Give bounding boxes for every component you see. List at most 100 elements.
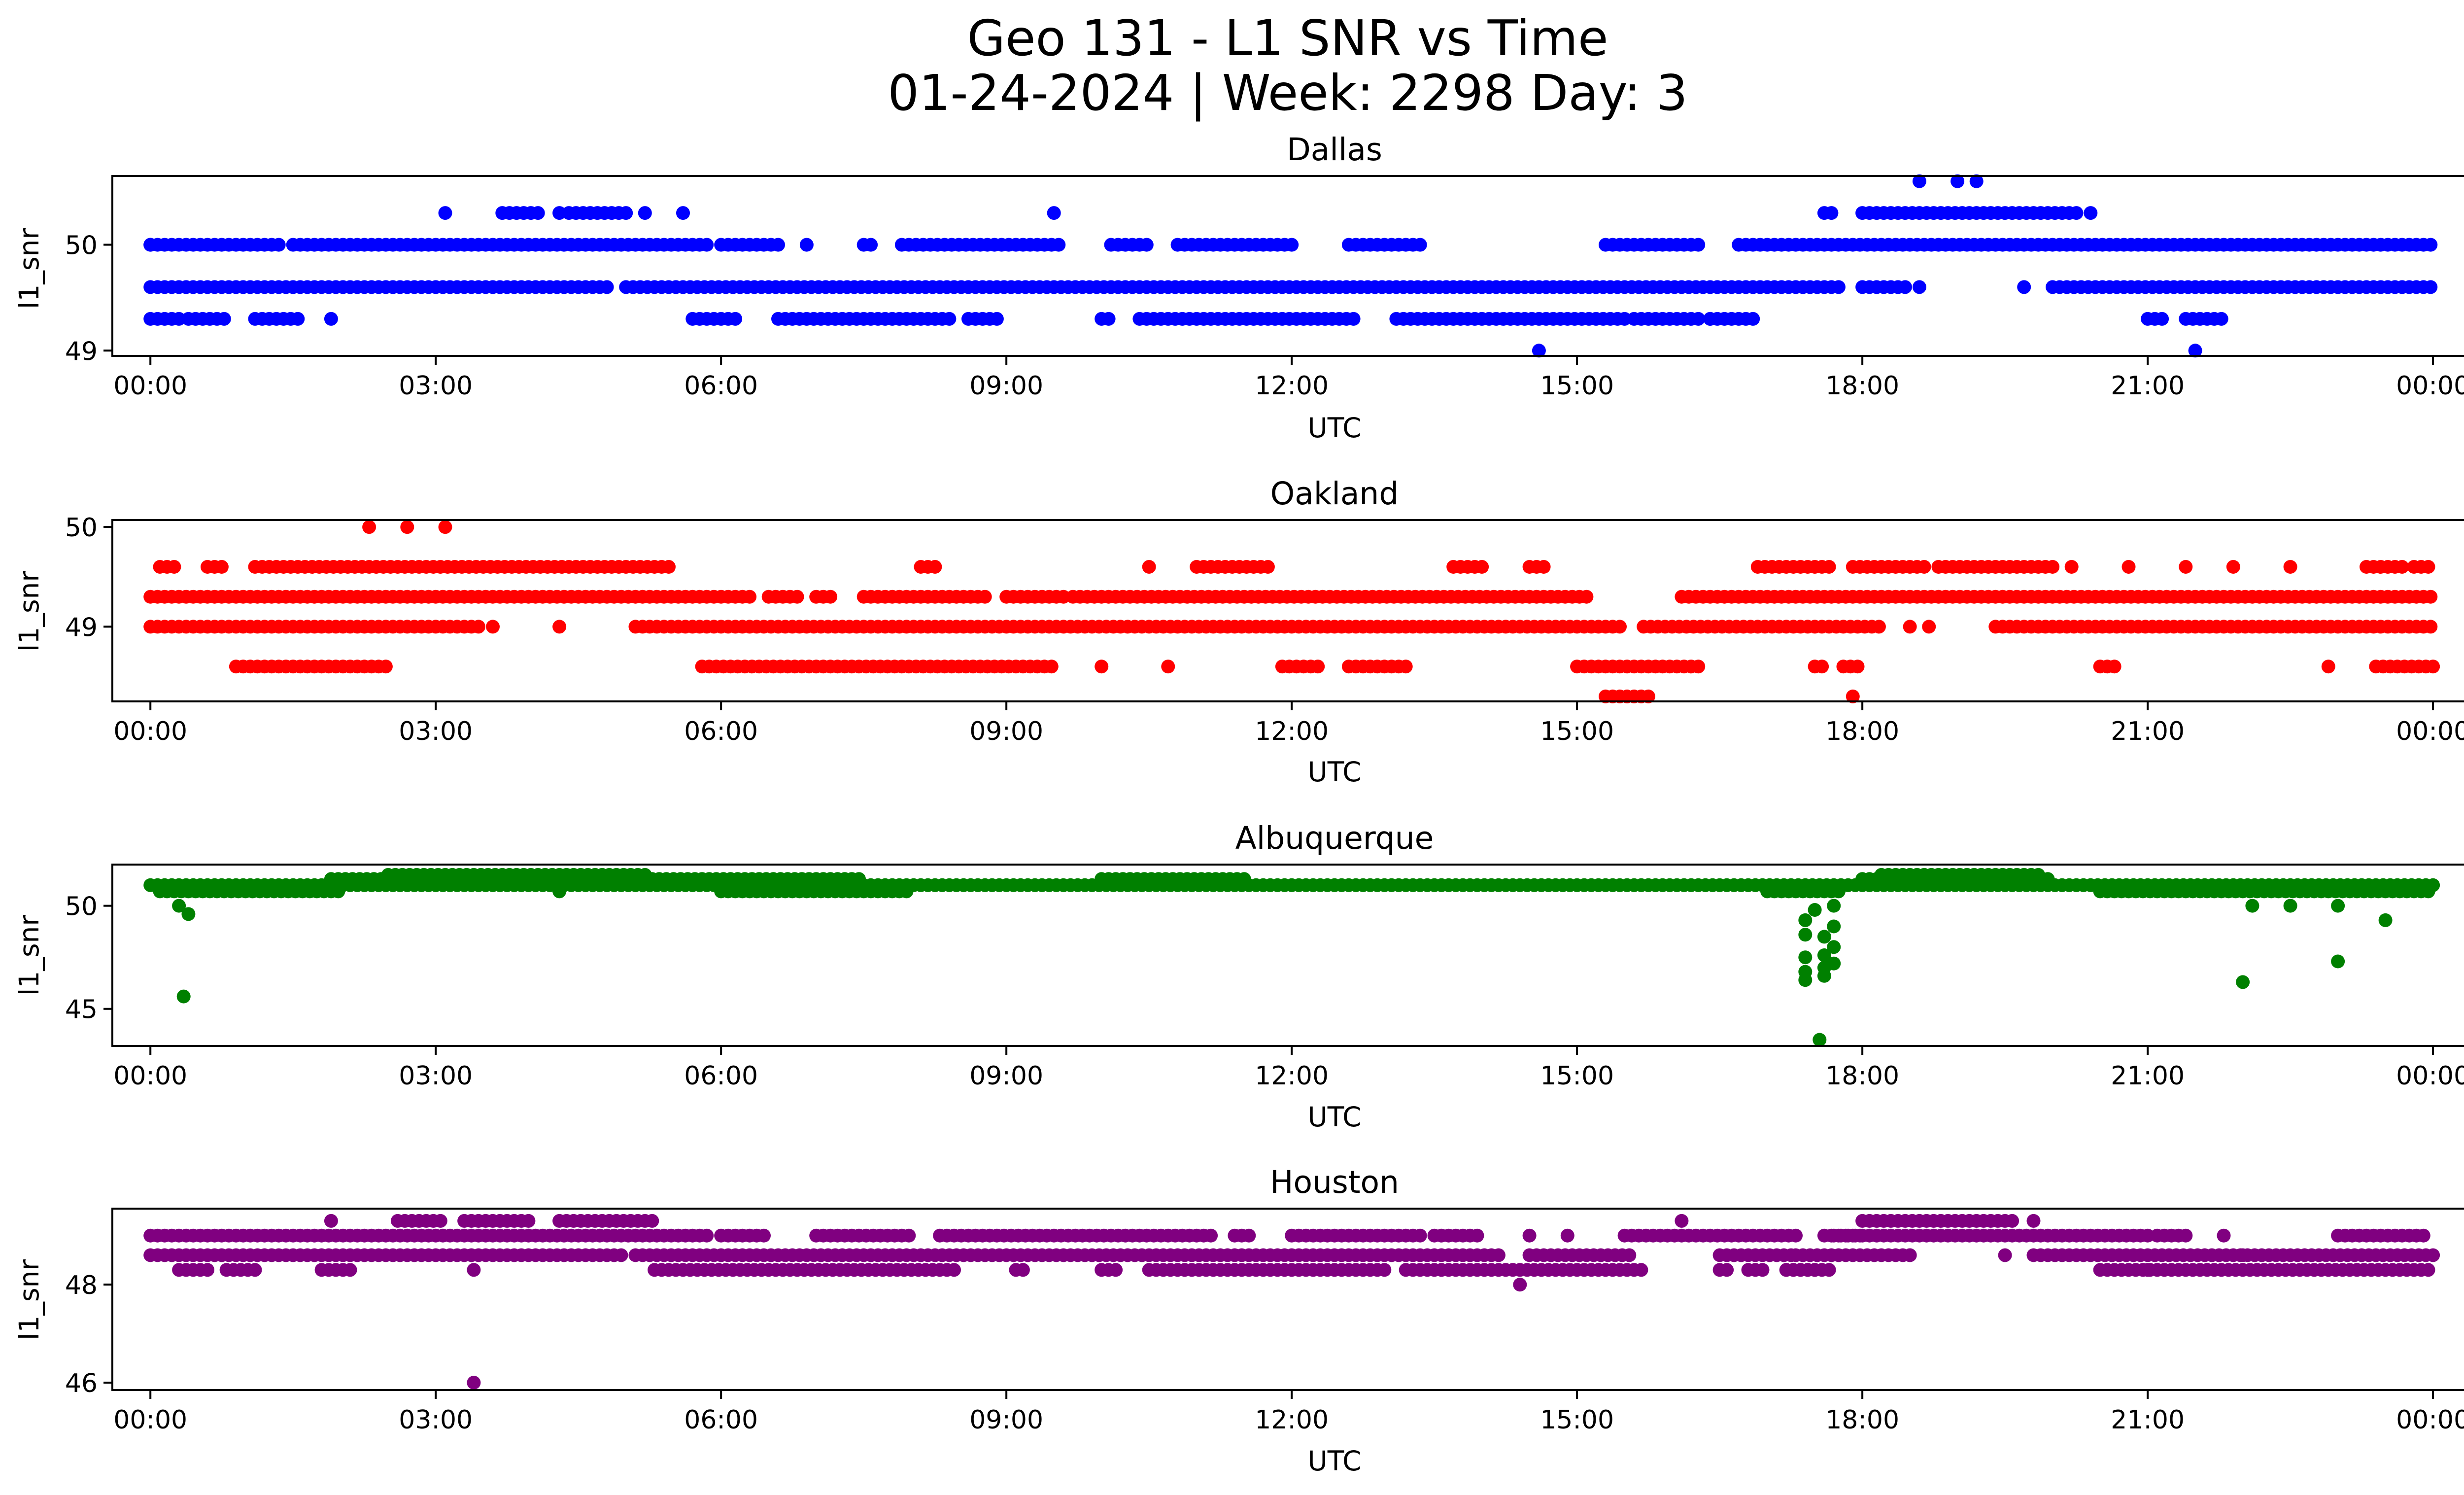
data-point <box>1311 660 1325 674</box>
data-point <box>1998 1248 2012 1262</box>
data-point <box>2426 878 2440 892</box>
data-point <box>1969 174 1984 188</box>
data-point <box>433 1214 447 1228</box>
panel-oakland: Oakland 00:00 03:00 06:00 09:00 12:00 15:00 18… <box>13 476 2464 788</box>
y-tick-label: 50 <box>65 231 98 261</box>
data-point <box>521 1214 536 1228</box>
data-point <box>1903 620 1917 634</box>
data-point <box>2188 344 2202 358</box>
data-point <box>2236 975 2250 989</box>
data-point <box>990 312 1004 326</box>
data-point <box>324 1214 338 1228</box>
data-point <box>1044 660 1059 674</box>
data-point <box>1641 689 1655 703</box>
data-point <box>1691 312 1706 326</box>
axes-albuquerque: 00:00 03:00 06:00 09:00 12:00 15:00 18:00 21:00… <box>65 892 2464 1091</box>
data-point <box>1139 238 1154 252</box>
x-tick-label: 00:00 <box>2396 371 2464 401</box>
data-point <box>176 989 191 1004</box>
x-tick-label: 00:00 <box>113 717 187 746</box>
data-point <box>1413 238 1427 252</box>
figure-title-line1: Geo 131 - L1 SNR vs Time <box>967 9 1608 67</box>
data-point <box>1470 1228 1484 1243</box>
axes-houston: 00:00 03:00 06:00 09:00 12:00 15:00 18:00 21:00… <box>65 1271 2464 1435</box>
y-tick-label: 46 <box>65 1369 98 1398</box>
data-point <box>1057 590 1070 604</box>
data-point <box>799 238 814 252</box>
data-point <box>771 238 785 252</box>
panel-title: Oakland <box>1270 476 1399 512</box>
x-tick-label: 00:00 <box>113 1061 187 1091</box>
data-point <box>438 520 452 534</box>
data-point <box>214 560 229 574</box>
data-point <box>1824 206 1839 220</box>
data-point <box>2084 206 2098 220</box>
data-point <box>2424 280 2438 294</box>
panel-title: Houston <box>1270 1164 1399 1200</box>
data-point <box>1613 620 1627 634</box>
data-point <box>1691 660 1706 674</box>
x-axis-label: UTC <box>1307 756 1361 788</box>
x-tick-label: 03:00 <box>399 1061 473 1091</box>
data-point <box>291 312 305 326</box>
data-point <box>2017 280 2031 294</box>
data-point <box>1912 174 1926 188</box>
data-point <box>2179 560 2193 574</box>
x-tick-label: 00:00 <box>113 1405 187 1435</box>
data-point <box>823 590 838 604</box>
panel-dallas: Dallas 00:00 03:00 06:00 09:00 12:00 15:00 18:… <box>13 132 2464 444</box>
x-tick-label: 06:00 <box>684 717 758 746</box>
figure-title-line2: 01-24-2024 | Week: 2298 Day: 3 <box>888 64 1687 122</box>
data-point <box>2141 1263 2155 1277</box>
data-point <box>1898 280 1912 294</box>
data-point <box>2179 1228 2193 1243</box>
x-tick-label: 00:00 <box>2396 1405 2464 1435</box>
data-point <box>1242 1228 1256 1243</box>
x-tick-label: 12:00 <box>1255 1405 1329 1435</box>
data-point <box>2245 899 2259 913</box>
data-point <box>486 620 500 634</box>
data-point <box>2424 620 2438 634</box>
data-point <box>1475 560 1489 574</box>
x-tick-label: 18:00 <box>1825 371 1899 401</box>
data-point <box>438 206 452 220</box>
data-point <box>1513 1278 1527 1292</box>
data-point <box>700 1228 714 1243</box>
x-tick-label: 21:00 <box>2111 1405 2185 1435</box>
data-point <box>2122 560 2136 574</box>
data-point <box>790 590 804 604</box>
data-point <box>2283 560 2297 574</box>
data-point <box>2395 560 2409 574</box>
data-point <box>1822 560 1836 574</box>
data-point <box>1491 1248 1506 1262</box>
panel-houston: Houston 00:00 03:00 06:00 09:00 12:00 15:00 18… <box>13 1164 2464 1477</box>
x-tick-label: 00:00 <box>2396 717 2464 746</box>
data-point <box>1922 620 1936 634</box>
data-point <box>978 590 992 604</box>
y-axis-label: l1_snr <box>13 1259 45 1340</box>
data-point <box>1413 1228 1427 1243</box>
data-point <box>619 206 633 220</box>
data-point <box>1532 344 1546 358</box>
data-point <box>1827 940 1841 954</box>
data-point <box>1634 1263 1648 1277</box>
x-tick-label: 00:00 <box>2396 1061 2464 1091</box>
axes-oakland: 00:00 03:00 06:00 09:00 12:00 15:00 18:00 21:00… <box>65 513 2464 746</box>
x-tick-label: 18:00 <box>1825 1405 1899 1435</box>
x-tick-label: 15:00 <box>1540 1061 1614 1091</box>
data-point <box>1815 660 1829 674</box>
data-point <box>552 620 567 634</box>
data-point <box>1537 560 1551 574</box>
data-point <box>1016 1263 1030 1277</box>
data-point <box>662 560 676 574</box>
data-point <box>1817 948 1831 962</box>
data-point <box>1161 660 1175 674</box>
data-point <box>272 238 286 252</box>
data-point <box>2069 206 2084 220</box>
y-axis-label: l1_snr <box>13 571 45 652</box>
data-point <box>743 590 757 604</box>
data-point <box>1579 590 1594 604</box>
x-tick-label: 12:00 <box>1255 717 1329 746</box>
y-tick-label: 49 <box>65 337 98 366</box>
